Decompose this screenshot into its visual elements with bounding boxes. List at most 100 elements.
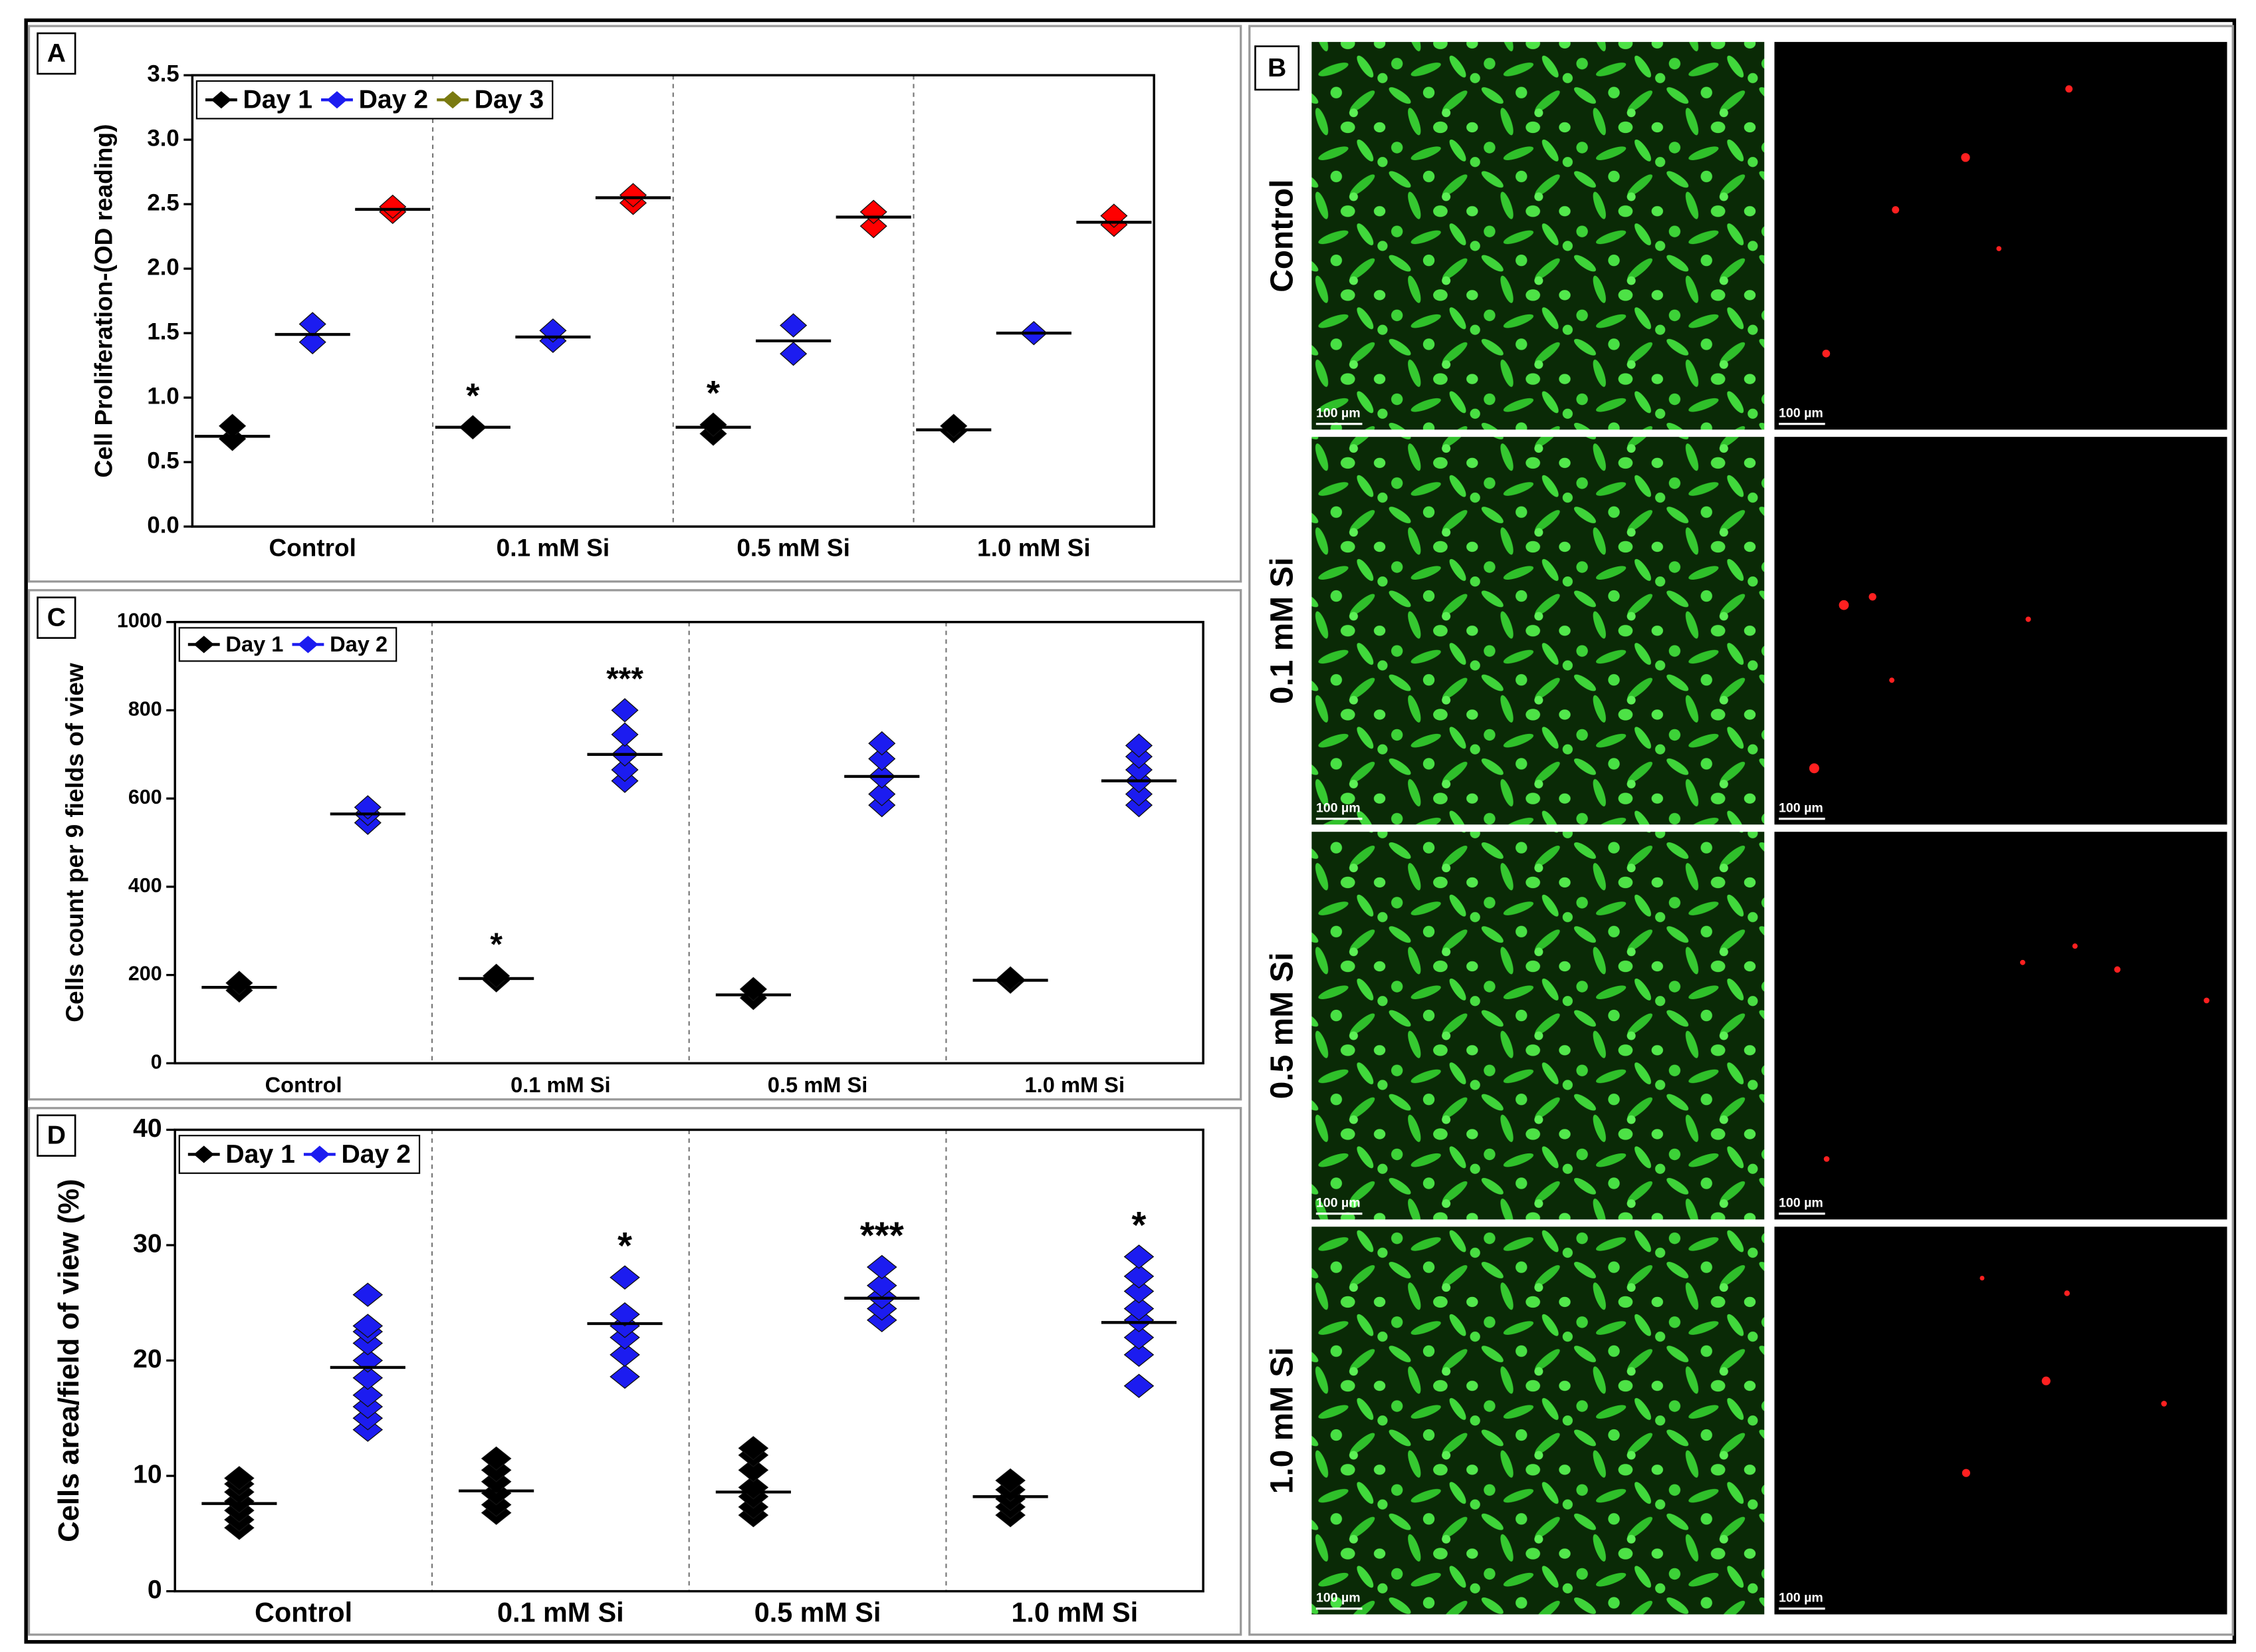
data-point [866, 1254, 897, 1280]
panel-frame [27, 1107, 1242, 1636]
data-point [868, 782, 896, 806]
data-point [1123, 1296, 1155, 1321]
y-tick-label: 1.0 [147, 383, 179, 409]
dead-cell-image [1774, 42, 2227, 430]
y-tick-label: 0 [151, 1050, 162, 1073]
legend-label: Day 2 [359, 86, 428, 114]
x-tick-label: Control [265, 1072, 342, 1097]
dead-cell [2161, 1401, 2167, 1407]
row-label: 0.1 mM Si [1265, 557, 1300, 704]
dead-cell [2064, 1290, 2070, 1296]
live-cell-image [1311, 437, 1765, 825]
y-tick-label: 2.0 [147, 254, 179, 280]
panel-label-box [37, 32, 76, 75]
y-tick-label: 30 [133, 1229, 162, 1258]
data-point [611, 698, 639, 723]
x-tick-label: 0.1 mM Si [510, 1072, 610, 1097]
data-point [940, 413, 968, 439]
dead-cell [1839, 600, 1849, 610]
data-point [610, 1302, 640, 1327]
dead-cell [1809, 763, 1819, 774]
y-tick-label: 0 [148, 1576, 162, 1604]
panel-label-box [37, 1114, 76, 1157]
dead-cell [2114, 966, 2121, 973]
data-point [859, 199, 887, 225]
data-point [224, 1466, 255, 1490]
dead-cell [2041, 1376, 2051, 1385]
dead-cell-image [1774, 832, 2227, 1220]
panel-label: B [1268, 54, 1286, 82]
live-cell-image [1311, 42, 1765, 430]
y-axis-title: Cells count per 9 fields of view [61, 663, 88, 1022]
data-point [619, 183, 647, 207]
legend-label: Day 2 [342, 1140, 411, 1169]
y-tick-label: 2.5 [147, 189, 179, 215]
significance-mark: * [1131, 1204, 1146, 1246]
data-point [1125, 733, 1153, 758]
dead-cell [1868, 593, 1876, 601]
data-point [996, 966, 1024, 991]
dead-cell [1823, 1156, 1830, 1162]
panel-frame [1248, 25, 2234, 1636]
y-tick-label: 200 [128, 963, 162, 985]
y-axis-title: Cell Proliferation-(OD reading) [90, 124, 118, 478]
significance-mark: *** [860, 1214, 904, 1256]
data-point [868, 731, 896, 756]
significance-mark: * [490, 927, 503, 963]
data-point [1123, 1264, 1155, 1289]
data-point [298, 312, 326, 336]
data-point [1123, 1244, 1155, 1269]
y-tick-label: 800 [128, 697, 162, 720]
figure-frame [24, 18, 2237, 1644]
scale-bar-label: 100 µm [1316, 801, 1361, 816]
legend-label: Day 2 [330, 632, 388, 656]
panel-label: C [47, 604, 66, 632]
data-point [352, 1314, 384, 1338]
panel-frame [27, 589, 1242, 1101]
significance-mark: * [618, 1225, 632, 1266]
dead-cell-image [1774, 1227, 2227, 1615]
data-point [219, 413, 247, 439]
data-point [352, 1365, 384, 1390]
dead-cell [1979, 1276, 1985, 1281]
dead-cell [1892, 206, 1900, 214]
data-point [738, 1436, 769, 1461]
data-point [611, 722, 639, 747]
scale-bar-label: 100 µm [1779, 801, 1823, 816]
legend-label: Day 1 [225, 1140, 294, 1169]
data-point [780, 341, 808, 366]
dead-cell [2072, 943, 2078, 949]
data-point [699, 412, 727, 437]
y-tick-label: 1.5 [147, 318, 179, 344]
row-label: Control [1265, 179, 1300, 293]
y-tick-label: 0.0 [147, 512, 179, 538]
data-point [1123, 1373, 1155, 1398]
legend-label: Day 1 [243, 86, 312, 114]
y-axis-title: Cells area/field of view (%) [53, 1179, 85, 1542]
plot-area [191, 74, 1155, 528]
legend-label: Day 3 [475, 86, 544, 114]
significance-mark: *** [606, 662, 643, 697]
panel-label: D [47, 1121, 66, 1150]
significance-mark: * [466, 377, 480, 415]
panel-frame [27, 25, 1242, 583]
panel-label-box [1254, 45, 1300, 91]
dead-cell-image [1774, 437, 2227, 825]
legend-marker [298, 636, 318, 653]
data-point [610, 1364, 640, 1389]
x-tick-label: 0.1 mM Si [497, 534, 610, 562]
scale-bar-label: 100 µm [1779, 1591, 1823, 1605]
x-tick-label: 0.5 mM Si [768, 1072, 867, 1097]
x-tick-label: 1.0 mM Si [977, 534, 1091, 562]
dead-cell [1961, 153, 1970, 162]
y-tick-label: 3.0 [147, 125, 179, 151]
data-point [483, 963, 510, 989]
y-tick-label: 40 [133, 1114, 162, 1143]
y-tick-label: 0.5 [147, 447, 179, 473]
dead-cell [2020, 959, 2025, 965]
data-point [352, 1282, 384, 1307]
plot-area [173, 620, 1204, 1065]
data-point [611, 757, 639, 782]
